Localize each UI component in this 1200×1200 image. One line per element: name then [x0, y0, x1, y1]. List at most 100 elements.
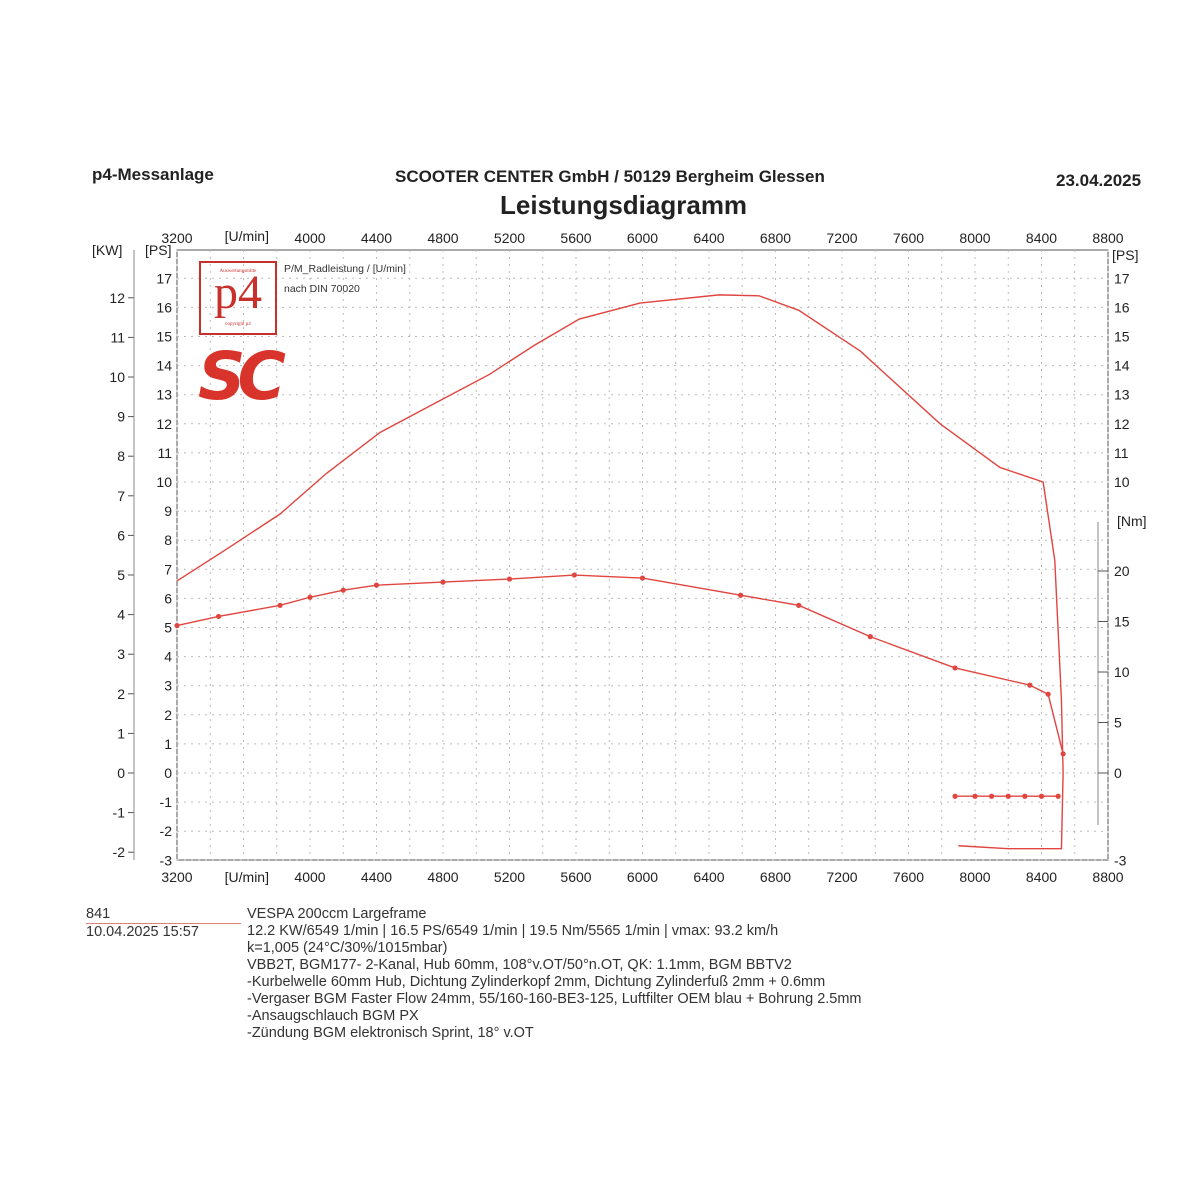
- p4-logo-top: Auswertungsmitte: [219, 269, 257, 274]
- series-point: [972, 793, 978, 799]
- series-point: [952, 793, 958, 799]
- ps-tick-label-left: 12: [156, 416, 172, 432]
- series-point: [440, 579, 446, 585]
- series-point: [639, 575, 646, 581]
- series-point: [1005, 793, 1011, 799]
- kw-tick-label: 3: [117, 646, 125, 662]
- x-tick-label-top: 7600: [893, 230, 924, 246]
- legend-line-2: nach DIN 70020: [284, 283, 360, 295]
- x-tick-label-bottom: 6400: [693, 869, 724, 885]
- info-line: -Zündung BGM elektronisch Sprint, 18° v.…: [247, 1025, 534, 1041]
- series-point: [340, 587, 346, 593]
- series-point: [1038, 793, 1045, 799]
- ps-tick-label-left: -1: [160, 794, 173, 810]
- ps-tick-label-right: 15: [1114, 329, 1130, 345]
- x-tick-label-bottom: 5200: [494, 869, 525, 885]
- x-unit-label-top: [U/min]: [225, 228, 269, 244]
- run-date: 10.04.2025 15:57: [86, 924, 199, 940]
- nm-tick-label: 15: [1114, 614, 1130, 630]
- kw-tick-label: 12: [109, 290, 125, 306]
- x-tick-label-top: 4400: [361, 230, 392, 246]
- info-line: -Ansaugschlauch BGM PX: [247, 1008, 419, 1024]
- ps-tick-label-left: 11: [157, 445, 172, 461]
- series-point: [989, 793, 995, 799]
- series-point: [796, 602, 802, 608]
- x-tick-label-bottom: 4000: [294, 869, 325, 885]
- ps-tick-label-left: 14: [156, 358, 172, 374]
- ps-tick-label-right: 11: [1114, 445, 1129, 461]
- nm-tick-label: 20: [1114, 563, 1130, 579]
- kw-tick-label: 6: [117, 527, 125, 543]
- x-tick-label-top: 4800: [427, 230, 458, 246]
- legend-line-1: P/M_Radleistung / [U/min]: [284, 263, 406, 275]
- vehicle-info: VESPA 200ccm Largeframe 12.2 KW/6549 1/m…: [247, 906, 862, 1042]
- sc-logo: SC: [198, 338, 286, 415]
- series-point: [1060, 751, 1066, 757]
- x-tick-label-bottom: 6800: [760, 869, 791, 885]
- kw-tick-label: 0: [117, 765, 125, 781]
- x-tick-label-top: 8400: [1026, 230, 1057, 246]
- nm-tick-label: 10: [1114, 664, 1130, 680]
- ps-tick-label-left: 4: [164, 649, 172, 665]
- kw-tick-label: 11: [110, 329, 125, 345]
- measurement-system-label: p4-Messanlage: [92, 165, 214, 184]
- x-tick-label-bottom: 7600: [893, 869, 924, 885]
- series-point: [952, 665, 958, 671]
- x-tick-label-bottom: 8000: [959, 869, 990, 885]
- print-date: 23.04.2025: [1056, 171, 1142, 190]
- ps-tick-label-left: 2: [164, 707, 172, 723]
- info-line: -Vergaser BGM Faster Flow 24mm, 55/160-1…: [247, 991, 862, 1007]
- info-line: -Kurbelwelle 60mm Hub, Dichtung Zylinder…: [247, 974, 826, 990]
- kw-tick-label: -1: [113, 805, 126, 821]
- info-line: VESPA 200ccm Largeframe: [247, 906, 427, 922]
- x-tick-label-top: 5200: [494, 230, 525, 246]
- p4-logo: Auswertungsmitte p4 copyright p4: [199, 261, 277, 335]
- x-tick-label-bottom: 4400: [361, 869, 392, 885]
- ps-tick-label-left: 0: [164, 765, 172, 781]
- ps-tick-label-left: 9: [164, 503, 172, 519]
- x-tick-label-bottom: 7200: [826, 869, 857, 885]
- ps-tick-label-left: -2: [160, 823, 173, 839]
- x-tick-label-top: 3200: [161, 230, 192, 246]
- info-line: k=1,005 (24°C/30%/1015mbar): [247, 940, 448, 956]
- series-point: [215, 613, 222, 620]
- series-line-0: [176, 294, 1064, 850]
- run-info: 841 10.04.2025 15:57: [86, 906, 241, 941]
- x-unit-label-bottom: [U/min]: [225, 869, 269, 885]
- ps-tick-label-left: 10: [156, 474, 172, 490]
- p4-logo-bottom: copyright p4: [225, 322, 251, 327]
- series-point: [867, 634, 873, 640]
- x-tick-label-bottom: 3200: [161, 869, 192, 885]
- info-line: 12.2 KW/6549 1/min | 16.5 PS/6549 1/min …: [247, 923, 779, 939]
- nm-tick-label: 5: [1114, 715, 1122, 731]
- series-point: [307, 594, 313, 600]
- info-line: VBB2T, BGM177- 2-Kanal, Hub 60mm, 108°v.…: [247, 957, 792, 973]
- series-point: [174, 622, 180, 629]
- kw-tick-label: 10: [109, 369, 125, 385]
- kw-axis-label: [KW]: [92, 242, 122, 258]
- x-tick-label-top: 4000: [294, 230, 325, 246]
- ps-axis-label-right: [PS]: [1112, 247, 1138, 263]
- x-tick-label-top: 6000: [627, 230, 658, 246]
- ps-tick-label-right: -3: [1114, 852, 1127, 868]
- x-tick-label-bottom: 4800: [427, 869, 458, 885]
- series-point: [373, 582, 380, 588]
- ps-tick-label-right: 17: [1114, 270, 1130, 286]
- ps-tick-label-left: -3: [160, 852, 173, 868]
- series-point: [277, 602, 283, 608]
- ps-tick-label-left: 15: [156, 329, 172, 345]
- kw-tick-label: 5: [117, 567, 125, 583]
- x-tick-label-top: 8800: [1092, 230, 1123, 246]
- ps-tick-label-left: 13: [156, 387, 172, 403]
- series-point: [571, 572, 577, 578]
- ps-tick-label-right: 13: [1114, 387, 1130, 403]
- series-point: [506, 576, 513, 582]
- ps-tick-label-right: 16: [1114, 299, 1130, 315]
- kw-tick-label: 9: [117, 409, 125, 425]
- series-point: [1022, 793, 1028, 799]
- kw-tick-label: 7: [117, 488, 125, 504]
- series-point: [1045, 691, 1051, 697]
- series-point: [737, 592, 744, 598]
- series-point: [1027, 682, 1033, 688]
